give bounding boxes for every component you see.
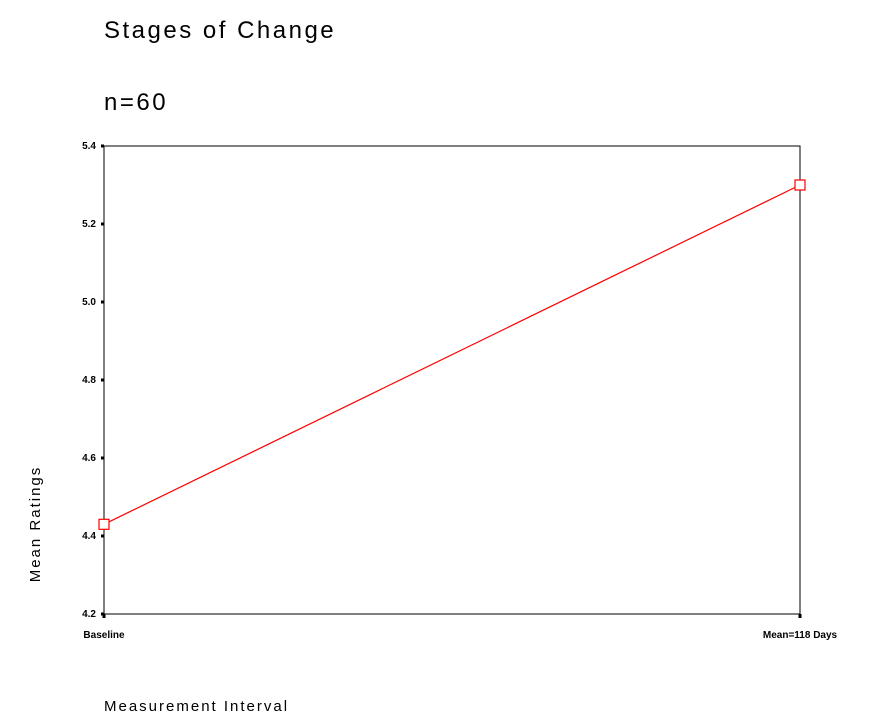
data-point [794,179,806,191]
series-layer [98,179,806,530]
y-tick-label: 4.4 [82,531,96,542]
data-point [98,518,110,530]
series-line [103,184,801,525]
y-axis-label: Mean Ratings [27,466,44,583]
y-tick-label: 5.2 [82,219,96,230]
y-tick-label: 4.2 [82,609,96,620]
chart-title: Stages of Change [104,17,336,44]
y-tick-label: 4.6 [82,453,96,464]
y-tick-label: 5.0 [82,297,96,308]
x-tick-label: Mean=118 Days [763,630,838,641]
plot-area [103,145,801,615]
chart-subtitle: n=60 [104,89,168,116]
x-axis: Baseline Mean=118 Days [83,614,838,641]
y-tick-label: 4.8 [82,375,96,386]
x-axis-label: Measurement Interval [104,698,289,715]
x-tick-label: Baseline [83,630,125,641]
y-tick-label: 5.4 [82,141,96,152]
y-axis: 4.2 4.4 4.6 4.8 5.0 5.2 5.4 [82,141,104,620]
